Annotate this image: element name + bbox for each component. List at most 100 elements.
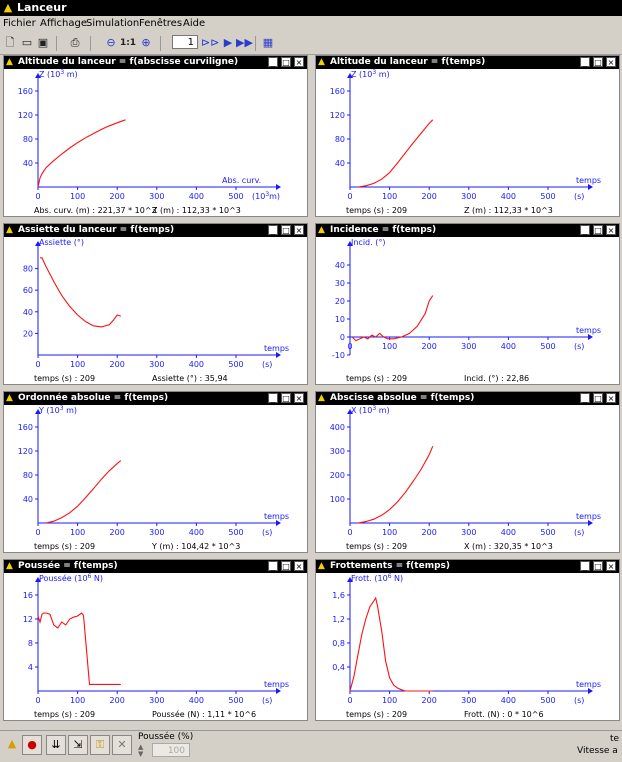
fast-forward-icon[interactable]: ⊳⊳ [201,36,220,49]
zoom-reset-button[interactable]: 1:1 [119,38,137,48]
launch-arrow-icon[interactable]: ⇲ [68,735,88,755]
chart-title-text: Altitude du lanceur = f(temps) [330,57,486,67]
window-titlebar: ▲ Lanceur [0,0,622,16]
skip-end-icon[interactable]: ▶▶ [236,36,253,49]
chart-window[interactable]: ▲ Ordonnée absolue = f(temps) _ □ × 0 100 200 30… [3,391,308,553]
maximize-icon[interactable]: □ [281,561,291,571]
rocket-icon[interactable]: ▲ [7,737,17,750]
x-tick-label: 0 [35,528,40,537]
readout-right: Z (m) : 112,33 * 10^3 [152,206,241,215]
chart-window[interactable]: ▲ Incidence = f(temps) _ □ × 0 100 200 300 400 500… [315,223,620,385]
chart-window[interactable]: ▲ Abscisse absolue = f(temps) _ □ × 0 100 200 30… [315,391,620,553]
maximize-icon[interactable]: □ [281,393,291,403]
close-icon[interactable]: × [294,57,304,67]
chart-window[interactable]: ▲ Altitude du lanceur = f(temps) _ □ × 0 100 20… [315,55,620,217]
page-number-input[interactable]: 1 [172,35,198,49]
maximize-icon[interactable]: □ [593,561,603,571]
y-tick-label: 0 [340,333,345,342]
y-tick-label: 120 [18,447,33,456]
data-curve [37,612,121,685]
zoom-in-icon[interactable]: ⊕ [141,36,151,49]
y-tick-label: 40 [335,261,345,270]
open-folder-icon[interactable]: ▭ [21,36,33,49]
minimize-icon[interactable]: _ [580,393,590,403]
x-tick-label: 100 [70,528,85,537]
y-tick-label: 160 [18,423,33,432]
x-tick-label: 500 [540,192,555,201]
rocket-icon: ▲ [6,225,13,235]
chart-plot: 0 100 200 300 400 500 20 40 60 80 Assiette (°) temp… [23,238,289,383]
chart-plot: 0 100 200 300 400 500 4 8 12 16 Poussée (106 N) tem… [23,573,289,719]
chart-window[interactable]: ▲ Frottements = f(temps) _ □ × 0 100 200 300 400 5… [315,559,620,721]
menu-fichier[interactable]: Fichier [3,18,36,29]
close-icon[interactable]: × [606,561,616,571]
thrust-input[interactable]: 100 [152,743,190,757]
minimize-icon[interactable]: _ [268,225,278,235]
record-icon[interactable]: ● [22,735,42,755]
chart-title-text: Poussée = f(temps) [18,561,118,571]
save-icon[interactable]: ▣ [37,36,49,49]
x-tick-label: 100 [382,192,397,201]
rocket-icon: ▲ [318,225,325,235]
menu-simulation[interactable]: Simulation [86,18,140,29]
chart-title-text: Altitude du lanceur = f(abscisse curvili… [18,57,239,67]
menu-affichage[interactable]: Affichage [40,18,87,29]
x-tick-label: 100 [382,696,397,705]
maximize-icon[interactable]: □ [593,225,603,235]
y-tick-label: 100 [330,495,345,504]
close-icon[interactable]: × [606,57,616,67]
launch-down-icon[interactable]: ⇊ [46,735,66,755]
play-icon[interactable]: ▶ [223,36,233,49]
close-icon[interactable]: × [606,393,616,403]
x-tick-label: 300 [461,192,476,201]
minimize-icon[interactable]: _ [268,393,278,403]
x-tick-label: 400 [189,192,204,201]
close-icon[interactable]: × [294,225,304,235]
close-icon[interactable]: × [606,225,616,235]
zoom-out-icon[interactable]: ⊖ [106,36,116,49]
y-axis-label: Y (103 m) [38,405,77,415]
x-tick-label: 400 [501,342,516,351]
chart-window[interactable]: ▲ Altitude du lanceur = f(abscisse curvil… [3,55,308,217]
maximize-icon[interactable]: □ [281,57,291,67]
x-tick-label: 200 [110,192,125,201]
chart-window[interactable]: ▲ Assiette du lanceur = f(temps) _ □ × 0 100 20… [3,223,308,385]
x-axis-label: temps [576,326,601,335]
maximize-icon[interactable]: □ [593,57,603,67]
y-tick-label: 12 [23,615,33,624]
x-tick-label: 100 [382,528,397,537]
chart-plot: 0 100 200 300 400 500 40 80 120 160 Y (103 m) temps… [18,405,289,551]
minimize-icon[interactable]: _ [580,561,590,571]
close-icon[interactable]: × [294,393,304,403]
y-axis-label: Incid. (°) [351,238,385,247]
y-tick-label: 80 [335,135,345,144]
minimize-icon[interactable]: _ [268,57,278,67]
x-tick-label: 400 [501,528,516,537]
readout-left: temps (s) : 209 [34,374,95,383]
x-tick-label: 0 [347,696,352,705]
chart-window-title: ▲ Altitude du lanceur = f(abscisse curvil… [4,56,307,69]
print-icon[interactable]: ⎙ [70,36,80,49]
y-axis-label: Z (103 m) [351,69,390,79]
maximize-icon[interactable]: □ [281,225,291,235]
new-file-icon[interactable]: 🗋 [5,36,15,49]
x-tick-label: 500 [228,192,243,201]
menu-fenetres[interactable]: Fenêtres [139,18,183,29]
menu-aide[interactable]: Aide [183,18,206,29]
minimize-icon[interactable]: _ [268,561,278,571]
x-axis-arrow [276,184,281,190]
thrust-spinner-icon[interactable]: ▲ ▼ [138,743,144,758]
tile-windows-icon[interactable]: ▦ [262,36,274,49]
minimize-icon[interactable]: _ [580,225,590,235]
chart-window[interactable]: ▲ Poussée = f(temps) _ □ × 0 100 200 300 400 500 4 8… [3,559,308,721]
maximize-icon[interactable]: □ [593,393,603,403]
close-icon[interactable]: × [294,561,304,571]
minimize-icon[interactable]: _ [580,57,590,67]
toolbar-separator [90,36,91,51]
chart-title-text: Assiette du lanceur = f(temps) [18,225,175,235]
y-tick-label: -10 [332,351,345,360]
y-tick-label: 0,4 [332,663,345,672]
key-icon[interactable]: ⚿ [90,735,110,755]
menu-bar: Fichier Affichage Simulation Fenêtres Ai… [0,16,622,32]
